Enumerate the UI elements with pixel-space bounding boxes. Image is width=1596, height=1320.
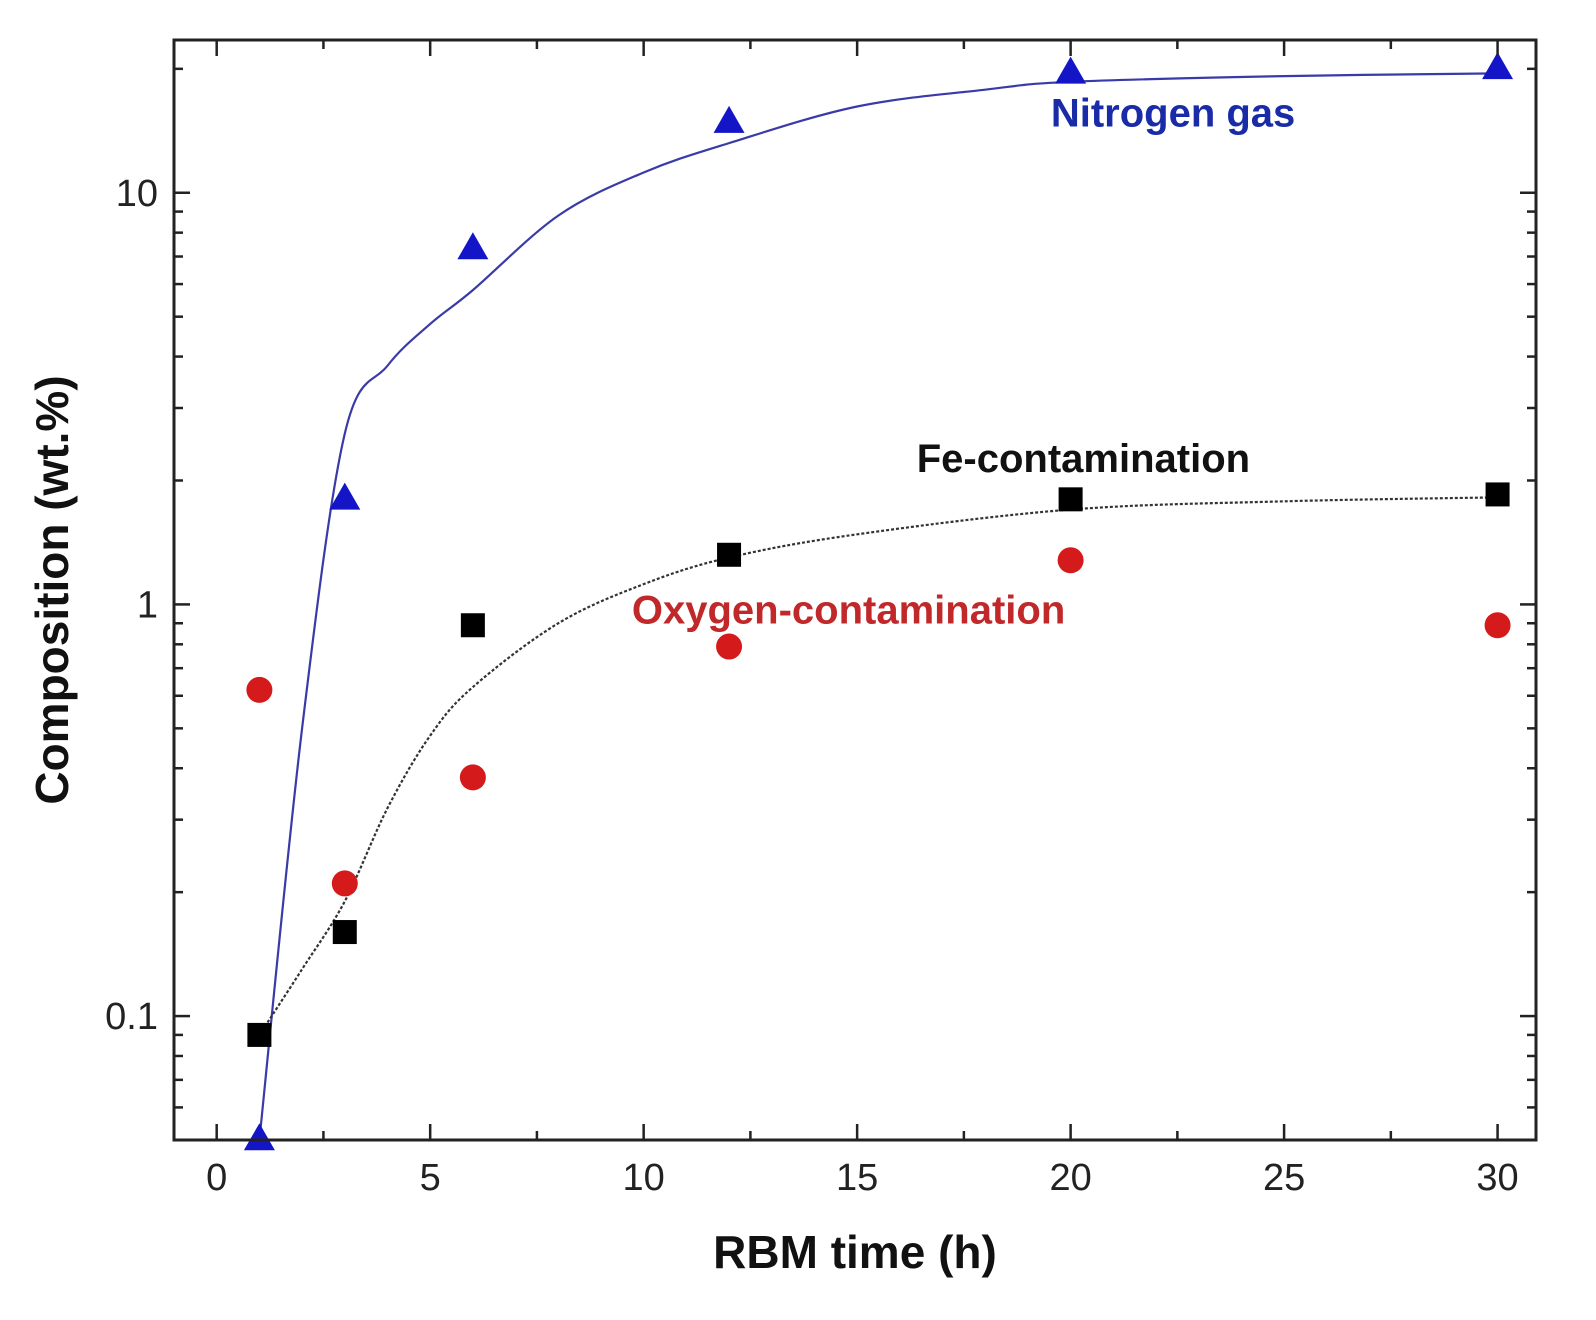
point-circle: [331, 870, 358, 897]
annotations: Nitrogen gas Fe-contamination Oxygen-conta…: [632, 91, 1295, 632]
point-circle: [716, 633, 743, 660]
point-square: [1058, 487, 1083, 512]
plot-frame: [172, 38, 1538, 1142]
point-square: [460, 613, 485, 638]
point-circle: [1484, 612, 1511, 639]
point-triangle: [1055, 56, 1087, 84]
fit-curves: [258, 72, 1498, 1141]
x-tick-label: 20: [1049, 1157, 1091, 1199]
fit-curve-square: [258, 496, 1498, 1036]
point-square: [247, 1022, 272, 1047]
data-points: [243, 52, 1514, 1151]
annotation-label: Oxygen-contamination: [632, 588, 1065, 632]
annotation-label: Nitrogen gas: [1051, 91, 1295, 135]
tick-labels: 0 5 10 15 20 25 30 0.1 1 10: [105, 173, 1519, 1199]
annotation-label: Fe-contamination: [917, 437, 1250, 481]
point-square: [1485, 482, 1510, 507]
x-axis-title: RBM time (h): [713, 1226, 997, 1278]
x-tick-label: 10: [623, 1157, 665, 1199]
point-circle: [246, 676, 273, 703]
y-tick-label: 1: [137, 584, 158, 626]
point-triangle: [1482, 52, 1514, 80]
y-tick-label: 10: [116, 173, 158, 215]
point-circle: [1057, 547, 1084, 574]
point-triangle: [457, 232, 489, 260]
x-tick-label: 0: [206, 1157, 227, 1199]
x-tick-label: 5: [420, 1157, 441, 1199]
point-circle: [459, 764, 486, 791]
x-tick-label: 30: [1476, 1157, 1518, 1199]
x-tick-label: 15: [836, 1157, 878, 1199]
x-tick-label: 25: [1263, 1157, 1305, 1199]
y-tick-label: 0.1: [105, 996, 158, 1038]
point-triangle: [329, 482, 361, 510]
point-triangle: [243, 1123, 275, 1151]
fit-curve-triangle: [258, 72, 1498, 1141]
point-square: [332, 920, 357, 945]
point-triangle: [713, 105, 745, 133]
point-square: [717, 542, 742, 567]
y-axis-title: Composition (wt.%): [26, 375, 78, 804]
